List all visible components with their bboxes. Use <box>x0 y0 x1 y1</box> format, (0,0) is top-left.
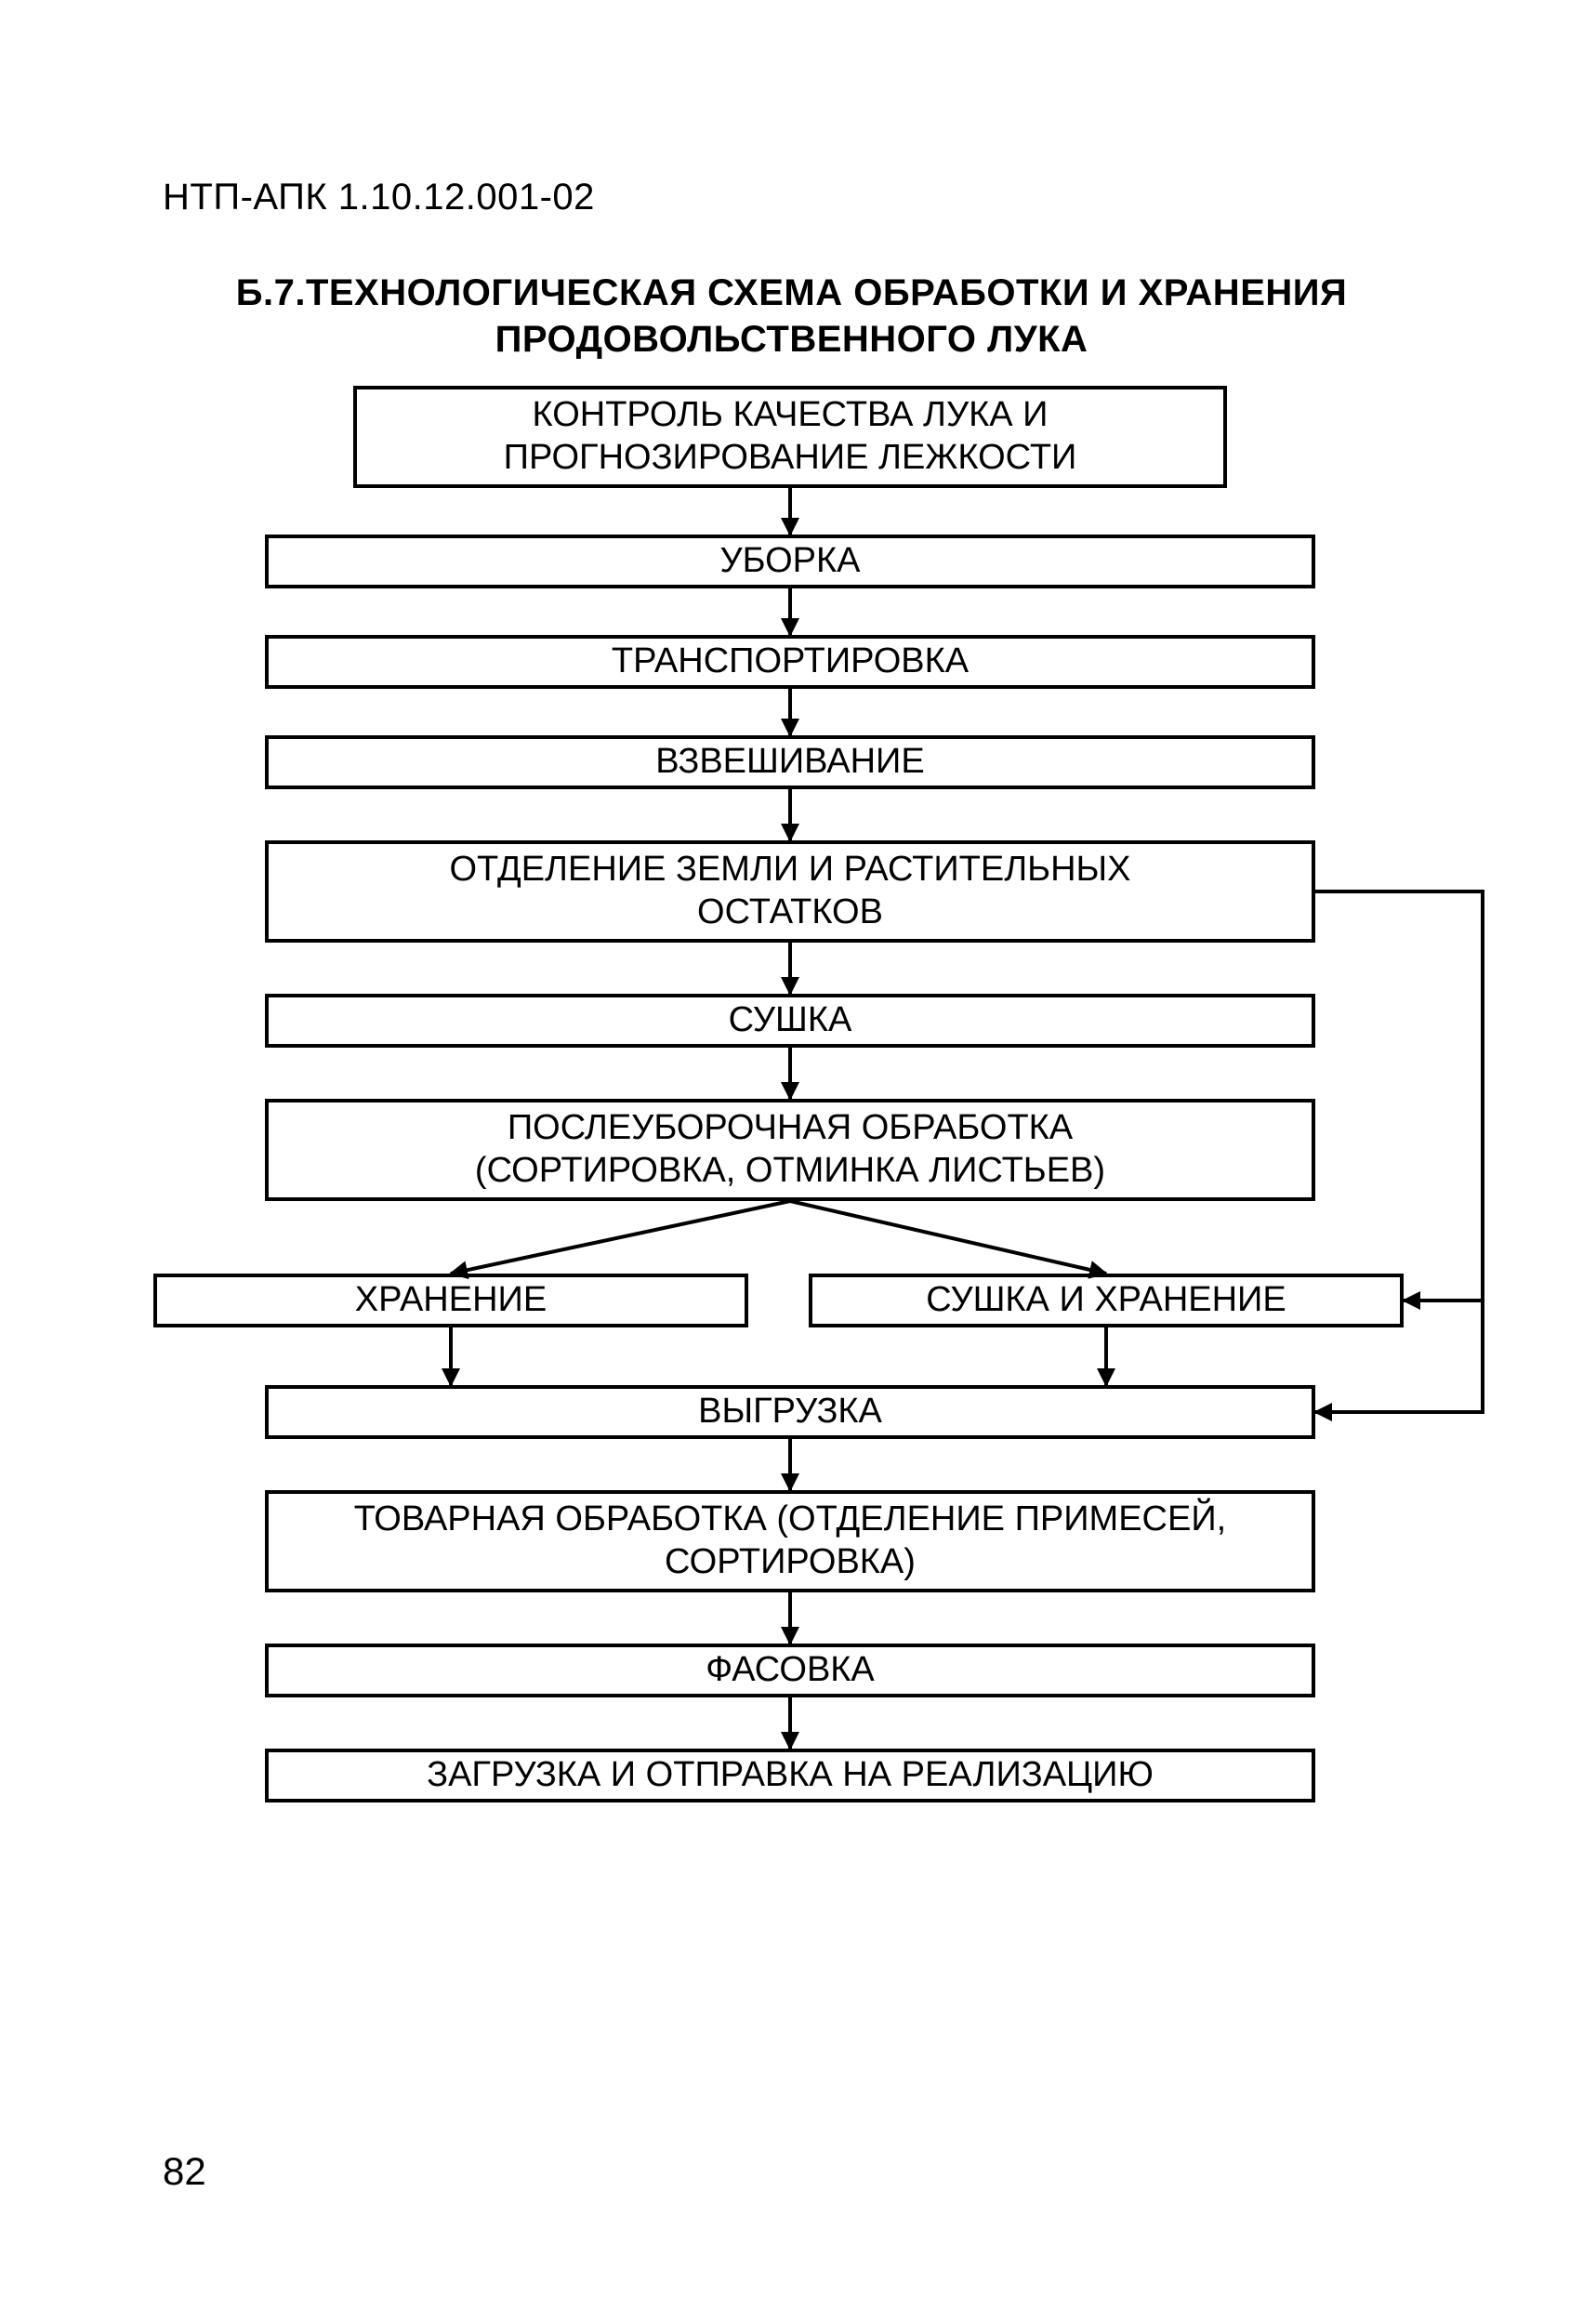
flowchart-node-label: ХРАНЕНИЕ <box>355 1279 547 1322</box>
flowchart-node-n6: СУШКА <box>265 994 1315 1048</box>
flowchart-node-n4: ВЗВЕШИВАНИЕ <box>265 735 1315 789</box>
title-line-1: Б.7.ТЕХНОЛОГИЧЕСКАЯ СХЕМА ОБРАБОТКИ И ХР… <box>236 272 1348 313</box>
flowchart-node-label: ВЫГРУЗКА <box>698 1391 882 1433</box>
flowchart-node-n8b: СУШКА И ХРАНЕНИЕ <box>809 1274 1404 1327</box>
flowchart-node-n11: ФАСОВКА <box>265 1644 1315 1697</box>
flowchart-node-label: УБОРКА <box>719 540 860 583</box>
page-number: 82 <box>163 2149 206 2194</box>
flowchart-node-label: ЗАГРУЗКА И ОТПРАВКА НА РЕАЛИЗАЦИЮ <box>427 1754 1154 1797</box>
flowchart-node-label: ТРАНСПОРТИРОВКА <box>612 640 969 683</box>
flowchart-node-n5: ОТДЕЛЕНИЕ ЗЕМЛИ И РАСТИТЕЛЬНЫХОСТАТКОВ <box>265 840 1315 943</box>
flowchart-node-n10: ТОВАРНАЯ ОБРАБОТКА (ОТДЕЛЕНИЕ ПРИМЕСЕЙ,С… <box>265 1490 1315 1592</box>
flowchart-node-label: КОНТРОЛЬ КАЧЕСТВА ЛУКА ИПРОГНОЗИРОВАНИЕ … <box>504 394 1077 479</box>
page-title: Б.7.ТЕХНОЛОГИЧЕСКАЯ СХЕМА ОБРАБОТКИ И ХР… <box>0 270 1583 363</box>
flowchart-node-label: ТОВАРНАЯ ОБРАБОТКА (ОТДЕЛЕНИЕ ПРИМЕСЕЙ,С… <box>354 1499 1226 1583</box>
flowchart-node-label: ВЗВЕШИВАНИЕ <box>655 741 924 784</box>
flowchart-node-n7: ПОСЛЕУБОРОЧНАЯ ОБРАБОТКА(СОРТИРОВКА, ОТМ… <box>265 1099 1315 1201</box>
flowchart-node-label: ФАСОВКА <box>706 1649 875 1692</box>
flowchart-node-label: СУШКА <box>729 999 852 1042</box>
flowchart-node-n1: КОНТРОЛЬ КАЧЕСТВА ЛУКА ИПРОГНОЗИРОВАНИЕ … <box>353 386 1227 488</box>
flowchart-node-n3: ТРАНСПОРТИРОВКА <box>265 635 1315 689</box>
page-root: НТП-АПК 1.10.12.001-02 Б.7.ТЕХНОЛОГИЧЕСК… <box>0 0 1583 2324</box>
flowchart-node-n12: ЗАГРУЗКА И ОТПРАВКА НА РЕАЛИЗАЦИЮ <box>265 1749 1315 1802</box>
doc-code: НТП-АПК 1.10.12.001-02 <box>163 177 595 218</box>
flowchart-node-n9: ВЫГРУЗКА <box>265 1385 1315 1439</box>
flowchart-node-label: ПОСЛЕУБОРОЧНАЯ ОБРАБОТКА(СОРТИРОВКА, ОТМ… <box>475 1107 1105 1192</box>
flowchart-node-label: ОТДЕЛЕНИЕ ЗЕМЛИ И РАСТИТЕЛЬНЫХОСТАТКОВ <box>449 849 1130 933</box>
flowchart-node-n8a: ХРАНЕНИЕ <box>153 1274 748 1327</box>
title-line-2: ПРОДОВОЛЬСТВЕННОГО ЛУКА <box>495 319 1088 360</box>
flowchart-node-n2: УБОРКА <box>265 535 1315 588</box>
flowchart-node-label: СУШКА И ХРАНЕНИЕ <box>926 1279 1286 1322</box>
